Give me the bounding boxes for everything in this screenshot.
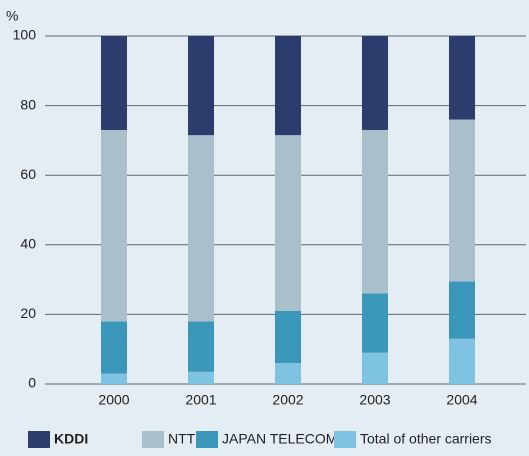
bar-segment [449,281,475,339]
legend-swatch [142,431,164,448]
legend-label: JAPAN TELECOM [222,431,337,447]
y-tick-label: 0 [28,375,36,391]
bar-segment [362,129,388,294]
y-axis-label: % [6,8,18,24]
bar-segment [275,363,301,384]
bar-segment [188,36,214,136]
bar-segment [449,338,475,384]
bar-segment [449,36,475,120]
bar-segment [362,352,388,384]
y-tick-label: 80 [20,96,36,112]
bar-segment [188,321,214,372]
bar-segment [362,36,388,130]
bar-segment [275,135,301,311]
x-tick-label: 2000 [98,392,129,408]
legend-swatch [334,431,356,448]
x-tick-label: 2002 [272,392,303,408]
y-tick-label: 60 [20,166,36,182]
y-tick-label: 20 [20,305,36,321]
bar-segment [101,321,127,374]
bar-segment [275,310,301,364]
bar-segment [101,36,127,130]
bar-segment [275,36,301,136]
bar-segment [449,119,475,282]
bar-segment [188,135,214,322]
legend-swatch [28,431,50,448]
bar-segment [101,373,127,384]
legend-label: KDDI [54,431,88,447]
bar-segment [101,129,127,322]
bar-segment [188,371,214,384]
legend-label: Total of other carriers [360,431,492,447]
x-tick-label: 2004 [446,392,477,408]
y-tick-label: 40 [20,236,36,252]
x-tick-label: 2003 [359,392,390,408]
bar-segment [362,293,388,353]
y-tick-label: 100 [13,27,37,43]
x-tick-label: 2001 [185,392,216,408]
legend-label: NTT [168,431,196,447]
legend-swatch [196,431,218,448]
